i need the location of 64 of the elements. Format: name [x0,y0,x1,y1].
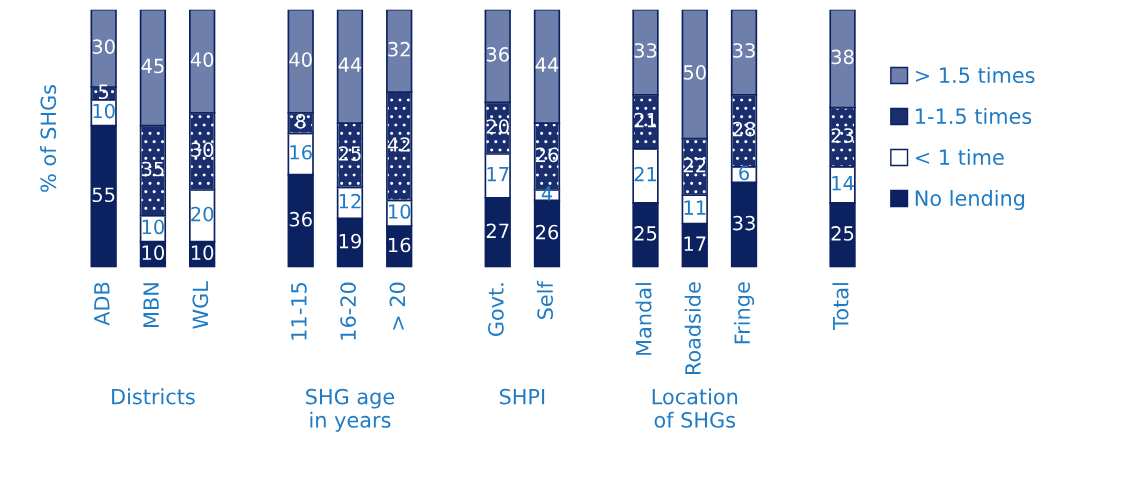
x-tick-label: Self [536,280,554,319]
data-label: 36 [486,47,509,62]
data-label: 10 [142,219,164,235]
text: SHG age in years [306,388,395,432]
data-label: 27 [486,223,509,238]
legend-label: < 1 time [915,148,1004,166]
data-label: 50 [683,65,706,80]
data-label: 30 [191,142,214,158]
data-label: 30 [92,39,115,54]
data-label: 21 [634,166,657,182]
data-label: 32 [388,41,410,57]
data-label: 17 [487,167,509,182]
data-label: 25 [634,226,657,241]
data-label: 44 [338,57,362,72]
data-label: 12 [339,193,361,209]
x-tick-label: MBN [143,283,159,327]
data-label: 33 [634,43,657,58]
x-tick-label: Govt. [488,283,504,337]
legend-label: No lending [915,189,1025,211]
x-tick-label: Mandal [635,283,652,355]
data-label: 20 [191,206,214,222]
data-label: 55 [92,187,115,203]
data-label: 40 [289,52,312,67]
data-label: 16 [290,144,312,160]
data-label: 10 [142,245,164,261]
data-label: 11 [684,200,706,215]
data-label: 33 [733,43,755,58]
x-tick-label: Total [832,283,849,330]
x-tick-label: WGL [192,281,209,329]
data-label: 38 [831,49,854,65]
legend-label: > 1.5 times [915,66,1035,84]
data-label: 25 [339,146,361,161]
text: Districts [112,388,195,405]
data-label: 44 [535,57,559,72]
data-label: 10 [388,204,411,219]
data-label: 36 [289,211,312,227]
data-label: 19 [339,233,361,249]
data-label: 45 [141,58,164,74]
x-tick-label: ADB [94,282,110,326]
data-label: 14 [832,176,854,191]
data-label: 5 [98,84,109,100]
x-tick-label: 16-20 [340,282,356,340]
y-axis-title: % of SHGs [40,85,57,192]
data-label: 6 [739,165,749,181]
data-label: 42 [387,137,410,152]
data-label: 26 [536,147,559,163]
data-label: 20 [486,119,509,134]
data-label: 22 [683,157,706,173]
data-label: 10 [191,245,214,261]
data-label: 16 [388,237,411,253]
data-label: 26 [536,224,559,240]
data-label: 17 [684,236,706,251]
data-label: 40 [190,52,214,67]
data-label: 10 [93,103,115,119]
x-tick-label: Fringe [733,282,755,344]
text: Location of SHGs [652,388,738,428]
data-label: 25 [831,226,854,241]
x-tick-label: > 20 [389,282,406,330]
legend-label: 1-1.5 times [916,107,1032,125]
data-label: 28 [733,121,756,137]
data-label: 33 [733,215,755,231]
x-tick-label: 11-15 [291,283,307,340]
x-tick-label: Roadside [684,282,701,375]
text: SHPI [499,388,545,405]
